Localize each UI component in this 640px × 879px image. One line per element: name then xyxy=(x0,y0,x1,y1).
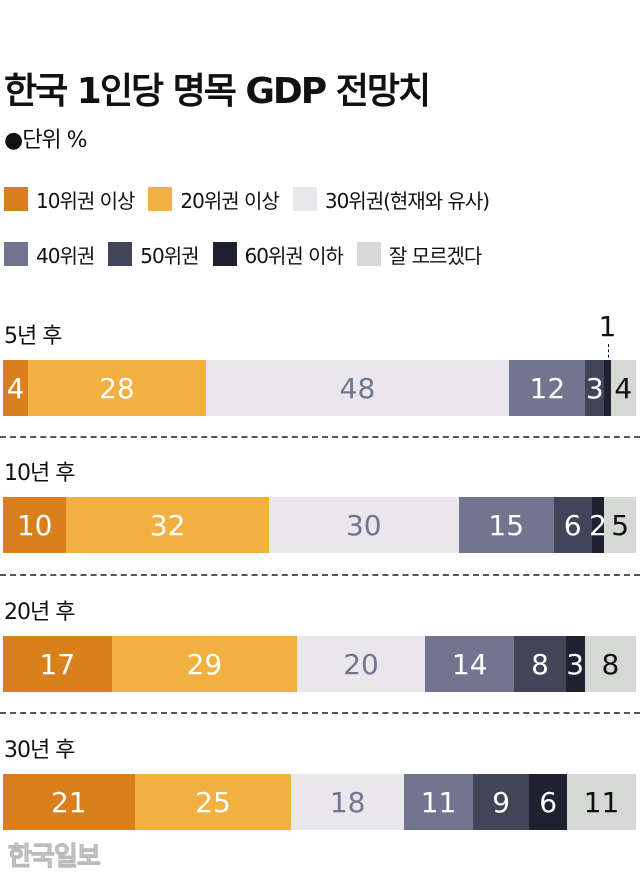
unit-label: ●단위 % xyxy=(4,128,88,153)
bar-segment: 18 xyxy=(291,774,405,830)
bar-segment: 48 xyxy=(205,360,510,416)
legend-label: 20위권 이상 xyxy=(180,188,279,213)
bar-segment: 25 xyxy=(134,774,292,830)
bar-segment: 20 xyxy=(297,636,425,692)
stacked-bar: 17 29 20 14 8 3 8 xyxy=(3,636,636,692)
bar-segment: 9 xyxy=(473,774,530,830)
row-divider xyxy=(0,436,640,438)
stacked-bar: 10 32 30 15 6 2 5 xyxy=(3,497,636,553)
row-divider xyxy=(0,712,640,714)
bar-segment: 28 xyxy=(28,360,206,416)
bar-segment: 12 xyxy=(509,360,586,416)
legend-item: 30위권(현재와 유사) xyxy=(292,185,490,214)
bar-segment: 4 xyxy=(610,360,636,416)
publisher-watermark: 한국일보 xyxy=(8,842,102,873)
legend-item: 10위권 이상 xyxy=(4,185,135,214)
legend: 10위권 이상 20위권 이상 30위권(현재와 유사) 40위권 50위권 60위권 … xyxy=(4,182,640,292)
legend-item: 20위권 이상 xyxy=(148,185,280,214)
bar-segment: 29 xyxy=(111,636,298,692)
row-divider xyxy=(0,574,640,576)
bar-segment: 8 xyxy=(514,636,566,692)
row-label: 20년 후 xyxy=(4,600,75,625)
row-label: 30년 후 xyxy=(4,738,75,763)
legend-item: 잘 모르겠다 xyxy=(356,240,482,269)
legend-item: 40위권 xyxy=(4,240,95,269)
bar-segment: 10 xyxy=(3,497,67,553)
legend-label: 10위권 이상 xyxy=(36,188,135,213)
callout-label: 1 xyxy=(598,310,617,343)
legend-row-2: 40위권 50위권 60위권 이하 잘 모르겠다 xyxy=(4,237,640,271)
bar-segment: 5 xyxy=(604,497,636,553)
legend-label: 60위권 이하 xyxy=(244,243,344,268)
legend-swatch xyxy=(108,242,133,266)
legend-label: 잘 모르겠다 xyxy=(388,243,482,268)
bar-segment: 30 xyxy=(268,497,459,553)
legend-item: 60위권 이하 xyxy=(212,240,344,269)
bar-segment xyxy=(604,360,611,416)
bar-segment: 15 xyxy=(458,497,554,553)
legend-swatch xyxy=(292,187,317,211)
legend-swatch xyxy=(4,187,28,211)
bar-segment: 21 xyxy=(3,774,135,830)
legend-swatch xyxy=(4,242,28,266)
stacked-bar: 4 28 48 12 3 4 xyxy=(3,360,636,416)
bar-segment: 2 xyxy=(589,497,607,553)
bar-segment: 3 xyxy=(565,636,585,692)
bar-segment: 32 xyxy=(66,497,269,553)
legend-swatch xyxy=(148,187,173,211)
legend-item: 50위권 xyxy=(108,240,200,269)
legend-label: 30위권(현재와 유사) xyxy=(324,188,490,213)
row-label: 5년 후 xyxy=(4,324,62,349)
bar-segment: 4 xyxy=(3,360,29,416)
legend-swatch xyxy=(212,242,237,266)
bar-segment: 8 xyxy=(584,636,636,692)
chart-title: 한국 1인당 명목 GDP 전망치 xyxy=(4,71,431,112)
legend-swatch xyxy=(356,242,381,266)
row-label: 10년 후 xyxy=(4,461,75,486)
legend-label: 50위권 xyxy=(140,243,199,268)
bar-segment: 14 xyxy=(424,636,515,692)
legend-label: 40위권 xyxy=(36,243,95,268)
bar-segment: 6 xyxy=(529,774,567,830)
bar-segment: 11 xyxy=(567,774,636,830)
bar-segment: 6 xyxy=(553,497,592,553)
legend-row-1: 10위권 이상 20위권 이상 30위권(현재와 유사) xyxy=(4,182,640,216)
bar-segment: 17 xyxy=(3,636,112,692)
bar-segment: 3 xyxy=(585,360,605,416)
stacked-bar: 21 25 18 11 9 6 11 xyxy=(3,774,636,830)
bar-segment: 11 xyxy=(404,774,474,830)
